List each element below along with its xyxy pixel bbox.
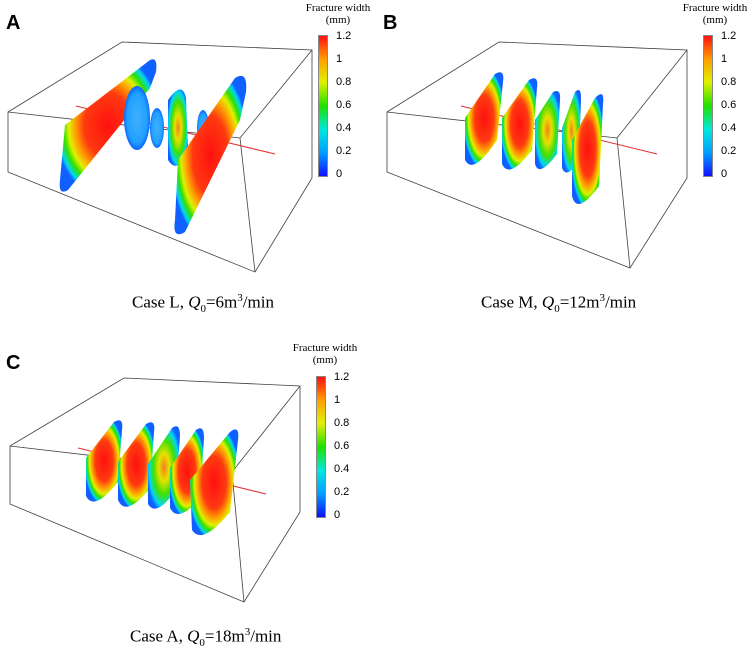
colorbar-tick: 0.2 [721, 145, 737, 157]
colorbar-tick: 0.8 [334, 417, 350, 429]
fracture-2 [124, 86, 150, 150]
colorbar-tick: 0 [334, 509, 341, 521]
colorbar-tick: 1.2 [721, 30, 737, 42]
colorbar-tick: 1.2 [334, 371, 350, 383]
colorbar-tick: 1 [334, 394, 341, 406]
colorbar [316, 376, 326, 518]
caption: Case A, Q0=18m3/min [130, 626, 282, 650]
fracture-2 [502, 78, 538, 170]
colorbar-title: Fracture width (mm) [305, 2, 371, 26]
fracture-5 [572, 94, 604, 204]
fracture-5 [190, 429, 239, 536]
fracture-3 [535, 91, 561, 170]
colorbar-title: Fracture width (mm) [682, 2, 748, 26]
colorbar-tick: 0.6 [334, 440, 350, 452]
panel-letter: C [6, 352, 21, 374]
colorbar-tick: 1 [721, 53, 728, 65]
colorbar [318, 35, 328, 177]
fracture-3d-scene [9, 377, 301, 603]
fracture-4 [168, 89, 188, 166]
colorbar-tick: 0 [721, 168, 728, 180]
colorbar-title: Fracture width (mm) [292, 342, 358, 366]
panel-letter: B [383, 12, 398, 34]
fracture-3d-scene [7, 41, 313, 273]
colorbar-tick: 0.2 [336, 145, 352, 157]
colorbar-tick: 0.4 [334, 463, 350, 475]
colorbar-tick: 0.6 [721, 99, 737, 111]
colorbar-tick: 1.2 [336, 30, 352, 42]
colorbar [703, 35, 713, 177]
fracture-2 [118, 422, 155, 507]
colorbar-tick: 0.4 [721, 122, 737, 134]
fracture-3d-scene [386, 41, 688, 269]
panel-letter: A [6, 12, 21, 34]
fracture-1 [86, 420, 123, 502]
colorbar-tick: 0.4 [336, 122, 352, 134]
colorbar-tick: 0.8 [721, 76, 737, 88]
caption: Case M, Q0=12m3/min [481, 292, 637, 316]
colorbar-tick: 0 [336, 168, 343, 180]
panel-c: C Fracture width (mm) 1.2 1 0.8 0.6 0.4 … [0, 340, 377, 668]
panel-b: B Fracture width (mm) 1.2 1 0.8 0.6 0.4 … [377, 0, 754, 328]
colorbar-tick: 1 [336, 53, 343, 65]
colorbar-tick: 0.6 [336, 99, 352, 111]
colorbar-tick: 0.8 [336, 76, 352, 88]
panel-a: A Fracture width (mm) 1.2 1 0.8 0.6 0.4 … [0, 0, 377, 328]
fracture-1 [465, 72, 504, 165]
colorbar-tick: 0.2 [334, 486, 350, 498]
caption: Case L, Q0=6m3/min [132, 292, 274, 316]
fracture-3 [150, 108, 164, 148]
fracture-6 [174, 75, 247, 235]
